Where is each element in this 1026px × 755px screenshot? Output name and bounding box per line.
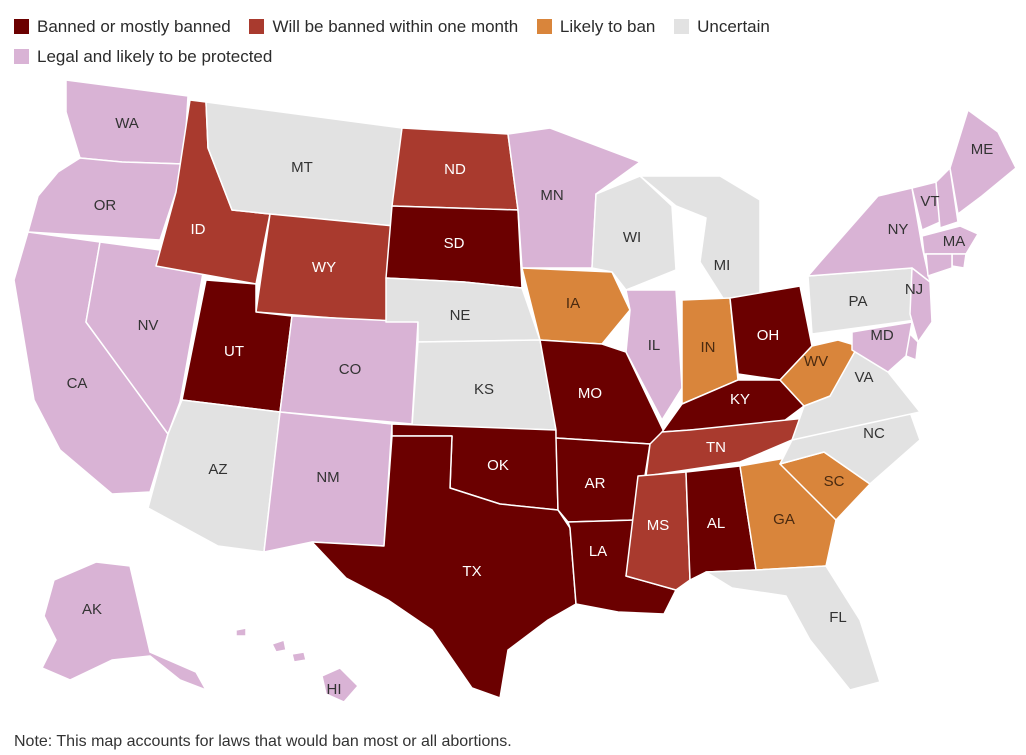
label-AL: AL <box>707 515 725 532</box>
state-CT[interactable] <box>925 253 953 277</box>
state-MS[interactable] <box>625 471 691 591</box>
state-HI-islet-1 <box>271 639 287 653</box>
state-OR[interactable] <box>27 157 185 241</box>
label-ID: ID <box>191 221 206 238</box>
label-NM: NM <box>316 469 339 486</box>
label-MT: MT <box>291 159 313 176</box>
state-MA[interactable] <box>921 225 979 255</box>
label-AK: AK <box>82 601 102 618</box>
legend-swatch-soon <box>249 19 265 34</box>
label-TN: TN <box>706 439 726 456</box>
label-NV: NV <box>138 317 159 334</box>
state-IA[interactable] <box>521 267 631 345</box>
label-NC: NC <box>863 425 885 442</box>
label-NE: NE <box>450 307 471 324</box>
state-AK[interactable] <box>41 561 207 691</box>
legend-label-banned: Banned or mostly banned <box>37 17 231 36</box>
label-ME: ME <box>971 141 994 158</box>
label-MD: MD <box>870 327 893 344</box>
label-LA: LA <box>589 543 607 560</box>
label-MN: MN <box>540 187 563 204</box>
map-legend: Banned or mostly banned Will be banned w… <box>14 12 1019 72</box>
state-HI-islet-2 <box>291 651 307 663</box>
state-NY[interactable] <box>807 187 931 283</box>
state-IL[interactable] <box>625 289 683 421</box>
label-OR: OR <box>94 197 117 214</box>
label-HI: HI <box>327 681 342 698</box>
us-state-map: WA OR CA NV ID MT WY UT AZ CO NM ND SD N… <box>13 79 1017 703</box>
label-ND: ND <box>444 161 466 178</box>
legend-swatch-banned <box>14 19 29 34</box>
label-WA: WA <box>115 115 139 132</box>
legend-item-uncertain: Uncertain <box>674 12 770 42</box>
label-IA: IA <box>566 295 580 312</box>
legend-label-legal: Legal and likely to be protected <box>37 47 273 66</box>
label-FL: FL <box>829 609 847 626</box>
label-OK: OK <box>487 457 509 474</box>
label-NY: NY <box>888 221 909 238</box>
label-CO: CO <box>339 361 362 378</box>
state-TX[interactable] <box>311 435 577 699</box>
label-UT: UT <box>224 343 244 360</box>
state-HI-islet-3 <box>235 627 247 637</box>
legend-swatch-uncertain <box>674 19 690 34</box>
label-WY: WY <box>312 259 336 276</box>
state-FL[interactable] <box>705 565 881 691</box>
label-SC: SC <box>824 473 845 490</box>
legend-label-likely: Likely to ban <box>559 17 656 36</box>
label-MS: MS <box>647 517 670 534</box>
label-WI: WI <box>623 229 641 246</box>
label-OH: OH <box>757 327 780 344</box>
state-labels: WA OR CA NV ID MT WY UT AZ CO NM ND SD N… <box>67 115 994 698</box>
label-GA: GA <box>773 511 795 528</box>
legend-item-banned: Banned or mostly banned <box>14 12 231 42</box>
legend-label-uncertain: Uncertain <box>697 17 770 36</box>
label-MA: MA <box>943 233 966 250</box>
state-GA[interactable] <box>739 457 837 571</box>
legend-item-likely: Likely to ban <box>536 12 656 42</box>
label-KY: KY <box>730 391 750 408</box>
state-NJ[interactable] <box>909 267 933 343</box>
label-PA: PA <box>849 293 868 310</box>
label-IN: IN <box>701 339 716 356</box>
label-AZ: AZ <box>208 461 227 478</box>
label-NJ: NJ <box>905 281 923 298</box>
state-RI[interactable] <box>951 253 967 269</box>
label-KS: KS <box>474 381 494 398</box>
state-MD[interactable] <box>851 321 913 373</box>
label-VA: VA <box>855 369 874 386</box>
legend-swatch-legal <box>14 49 29 64</box>
label-IL: IL <box>648 337 661 354</box>
label-AR: AR <box>585 475 606 492</box>
state-HI[interactable] <box>321 667 359 703</box>
label-MI: MI <box>714 257 731 274</box>
label-SD: SD <box>444 235 465 252</box>
label-CA: CA <box>67 375 88 392</box>
legend-item-soon: Will be banned within one month <box>249 12 518 42</box>
label-TX: TX <box>462 563 481 580</box>
label-MO: MO <box>578 385 602 402</box>
label-WV: WV <box>804 353 828 370</box>
label-VT: VT <box>920 193 939 210</box>
legend-item-legal: Legal and likely to be protected <box>14 42 272 72</box>
map-note: Note: This map accounts for laws that wo… <box>14 733 512 750</box>
state-NH[interactable] <box>935 167 959 229</box>
legend-swatch-likely <box>536 19 552 34</box>
legend-label-soon: Will be banned within one month <box>272 17 519 36</box>
state-ME[interactable] <box>949 109 1017 215</box>
